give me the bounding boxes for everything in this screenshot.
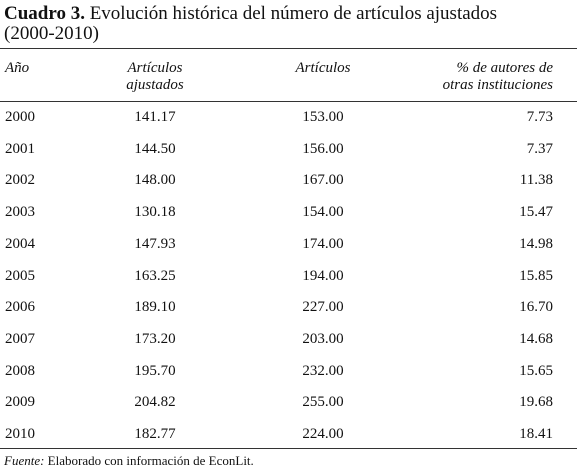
table-cell: 144.50 <box>134 140 176 157</box>
table-cell: 147.93 <box>134 235 176 252</box>
table-title: Cuadro 3. Evolución histórica del número… <box>4 4 544 44</box>
title-label: Cuadro 3. <box>4 3 85 24</box>
table-cell: 19.68 <box>519 394 553 411</box>
row-year: 2008 <box>5 362 35 379</box>
row-year: 2010 <box>5 426 35 442</box>
column-header: Año <box>5 60 30 76</box>
table-cell: 130.18 <box>134 204 176 221</box>
table-cell: 194.00 <box>302 267 344 284</box>
column-header: otras instituciones <box>442 77 553 93</box>
column-header: Artículos <box>295 60 351 76</box>
source-note: Fuente: Elaborado con información de Eco… <box>4 453 254 469</box>
row-year: 2002 <box>5 172 35 189</box>
table-cell: 156.00 <box>302 140 344 157</box>
source-text: Elaborado con información de EconLit. <box>47 453 254 468</box>
table-cell: 14.68 <box>519 330 553 347</box>
table-cell: 15.65 <box>519 362 553 379</box>
row-year: 2009 <box>5 394 35 411</box>
table-cell: 7.37 <box>526 140 553 157</box>
table-cell: 7.73 <box>526 109 553 125</box>
table-cell: 14.98 <box>519 235 553 252</box>
table-cell: 16.70 <box>519 299 553 316</box>
table-cell: 195.70 <box>134 362 176 379</box>
column-header: % de autores de <box>456 60 553 76</box>
table-cell: 189.10 <box>134 299 176 316</box>
table-cell: 204.82 <box>134 394 176 411</box>
table-cell: 224.00 <box>302 426 344 442</box>
table-cell: 173.20 <box>134 330 176 347</box>
source-label: Fuente: <box>4 453 45 468</box>
table-cell: 154.00 <box>302 204 344 221</box>
table-cell: 167.00 <box>302 172 344 189</box>
table-cell: 163.25 <box>134 267 176 284</box>
row-year: 2004 <box>5 235 35 252</box>
table-cell: 182.77 <box>134 426 176 442</box>
table-cell: 203.00 <box>302 330 344 347</box>
row-year: 2007 <box>5 330 35 347</box>
rule <box>0 48 577 49</box>
column-header: Artículos <box>127 60 183 76</box>
table-cell: 15.85 <box>519 267 553 284</box>
table-cell: 15.47 <box>519 204 553 221</box>
column-header: ajustados <box>126 77 184 93</box>
row-year: 2003 <box>5 204 35 221</box>
row-year: 2006 <box>5 299 35 316</box>
table-cell: 255.00 <box>302 394 344 411</box>
rule <box>0 101 577 102</box>
row-year: 2000 <box>5 109 35 125</box>
row-year: 2001 <box>5 140 35 157</box>
table-cell: 141.17 <box>134 109 176 125</box>
table-cell: 18.41 <box>519 426 553 442</box>
title-text: Evolución histórica del número de artícu… <box>4 3 498 44</box>
row-year: 2005 <box>5 267 35 284</box>
table-cell: 148.00 <box>134 172 176 189</box>
table-cell: 11.38 <box>519 172 553 189</box>
table-cell: 174.00 <box>302 235 344 252</box>
table-cell: 232.00 <box>302 362 344 379</box>
rule <box>0 448 577 449</box>
table-cell: 153.00 <box>302 109 344 125</box>
table-cell: 227.00 <box>302 299 344 316</box>
